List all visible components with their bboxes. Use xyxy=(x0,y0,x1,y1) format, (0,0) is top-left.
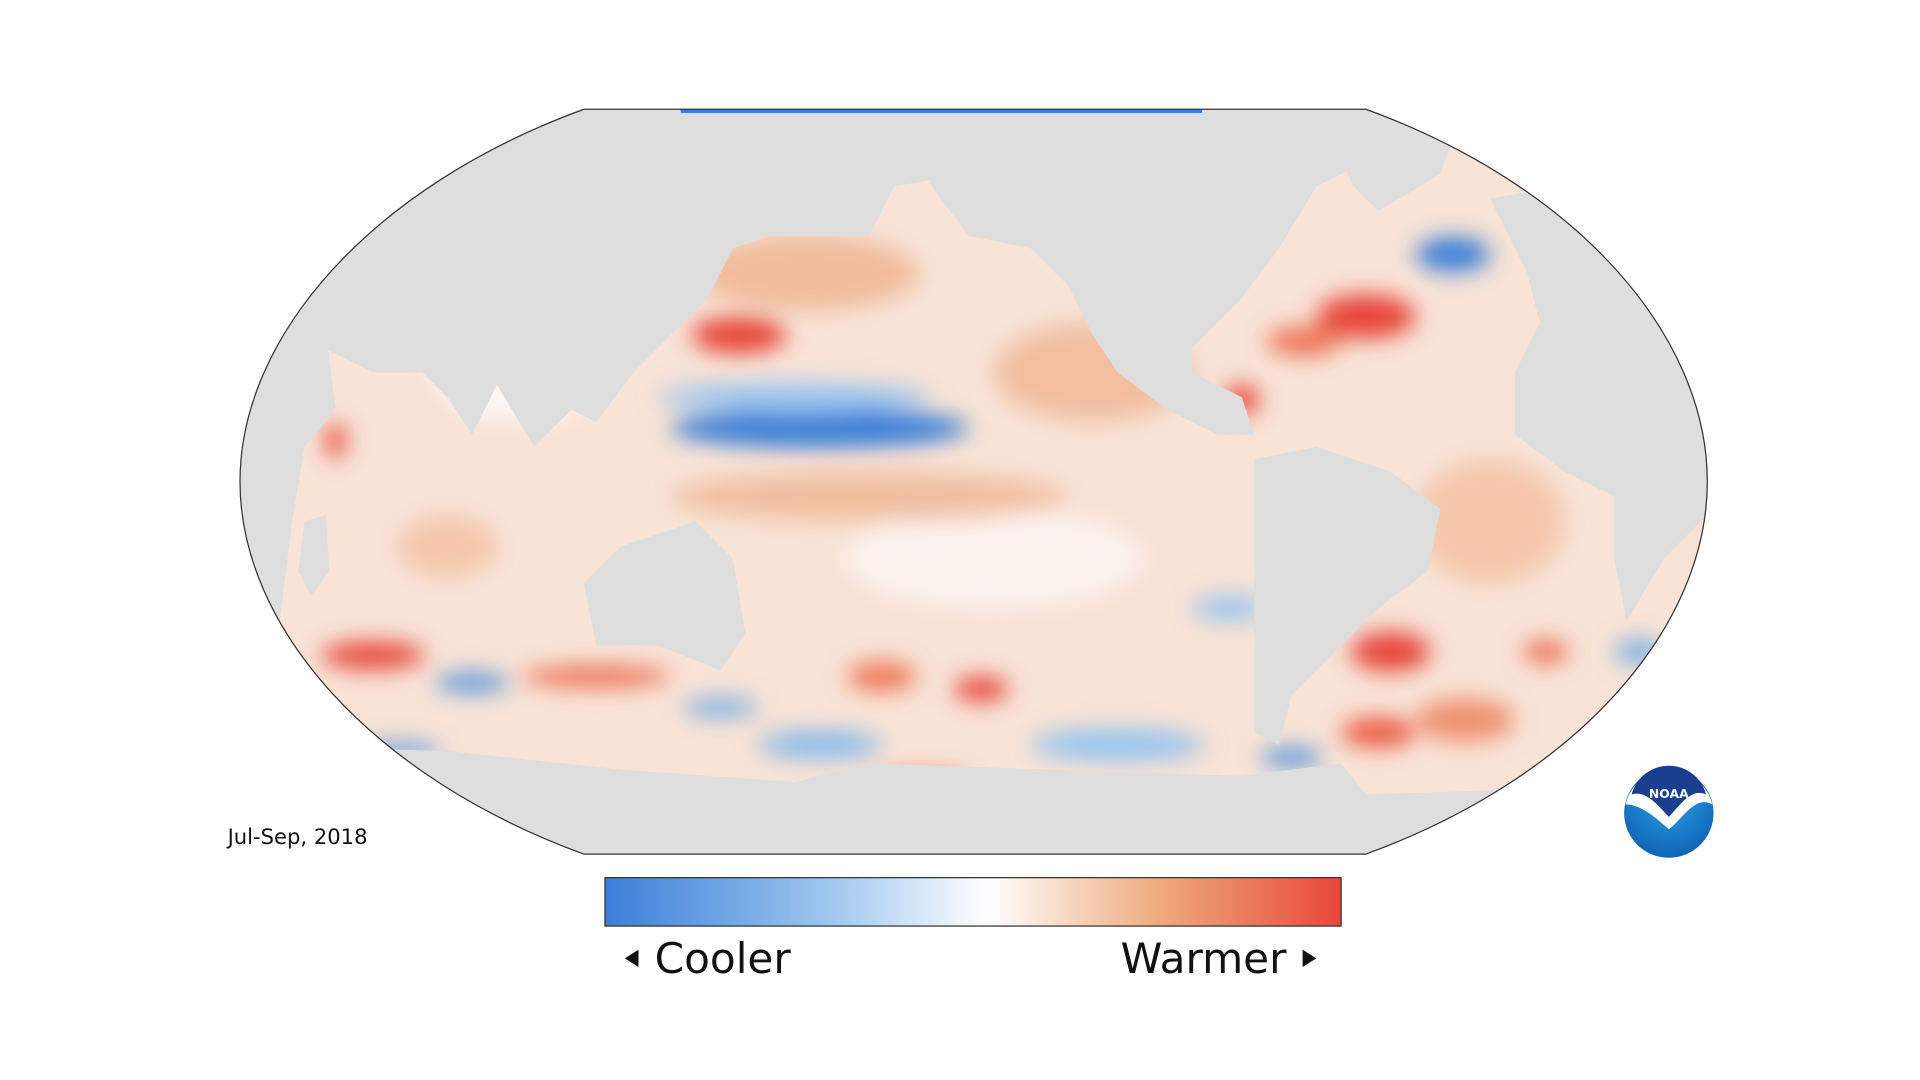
noaa-logo: NOAA xyxy=(1624,765,1714,858)
map-body xyxy=(240,109,1708,855)
cooler-label: Cooler xyxy=(655,934,792,983)
top-strip xyxy=(680,109,1203,113)
map-outline xyxy=(239,108,1708,855)
anomaly-field xyxy=(320,235,1664,796)
date-label: Jul-Sep, 2018 xyxy=(226,824,368,849)
land xyxy=(240,109,1708,855)
cooler-arrow xyxy=(624,949,639,968)
logo-text: NOAA xyxy=(1649,786,1689,801)
color-scale xyxy=(604,877,1342,927)
warmer-label: Warmer xyxy=(1121,934,1288,983)
warmer-arrow xyxy=(1302,949,1317,968)
